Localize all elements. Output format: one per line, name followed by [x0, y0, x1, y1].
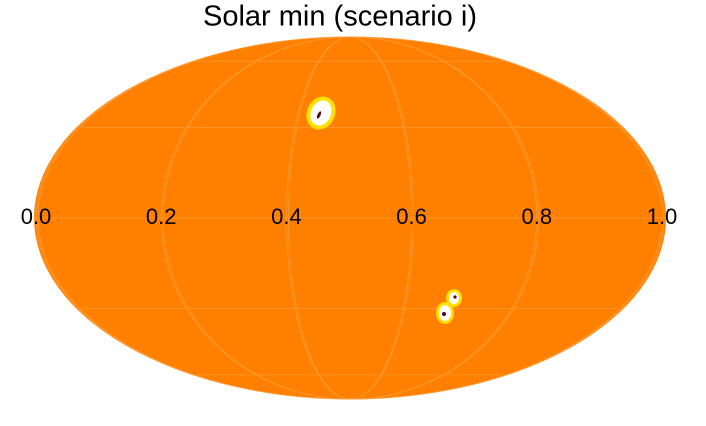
hotspot-core — [442, 312, 446, 316]
x-tick-label: 0.0 — [21, 204, 52, 229]
hotspot-core — [453, 295, 457, 299]
x-tick-label: 0.4 — [271, 204, 302, 229]
x-tick-label: 0.8 — [522, 204, 553, 229]
hotspots — [306, 96, 462, 324]
hotspot-core — [316, 111, 322, 119]
meridian-line — [37, 36, 663, 400]
x-tick-label: 0.6 — [396, 204, 427, 229]
map-layer — [34, 36, 666, 400]
x-tick-label: 1.0 — [647, 204, 678, 229]
chart-title: Solar min (scenario i) — [203, 1, 477, 33]
x-tick-label: 0.2 — [146, 204, 177, 229]
